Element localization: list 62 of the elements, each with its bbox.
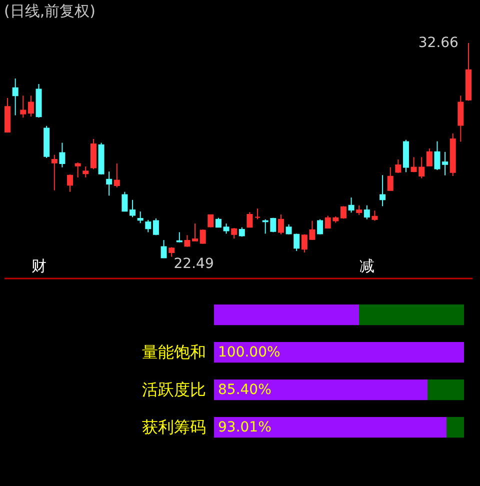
candlestick xyxy=(168,246,175,258)
candlestick xyxy=(106,171,112,196)
candlestick xyxy=(137,210,144,224)
data-label: 93.01% xyxy=(218,419,272,436)
candlestick xyxy=(51,154,58,191)
candlestick xyxy=(200,228,206,244)
candlestick xyxy=(254,208,261,220)
candlestick xyxy=(223,223,230,234)
candlestick xyxy=(130,199,136,218)
annotation: 32.66 xyxy=(418,35,459,51)
y-tick-label: 活跃度比 xyxy=(142,380,206,399)
candlestick xyxy=(340,206,346,220)
candlestick xyxy=(380,174,386,207)
candlestick xyxy=(294,233,300,252)
annotation: 减 xyxy=(359,257,374,275)
candlestick xyxy=(12,78,18,116)
candlestick xyxy=(458,95,464,142)
candlestick xyxy=(278,214,284,235)
data-label: 100.00% xyxy=(218,344,280,360)
candlestick xyxy=(231,227,238,240)
candlestick xyxy=(286,224,292,235)
candlestick xyxy=(28,95,34,118)
candlestick xyxy=(192,223,198,242)
candlestick xyxy=(59,142,66,168)
annotation: 22.49 xyxy=(174,256,214,272)
candlestick xyxy=(434,140,440,171)
data-label: 85.40% xyxy=(218,382,272,398)
bar xyxy=(359,304,464,326)
chart-title: (日线,前复权) xyxy=(4,2,96,20)
annotation: 财 xyxy=(31,257,46,275)
candlestick xyxy=(317,218,324,235)
bar xyxy=(214,416,447,438)
candlestick xyxy=(442,151,448,176)
candlestick xyxy=(426,148,432,166)
candlestick xyxy=(122,191,128,212)
candlestick xyxy=(387,166,394,191)
y-tick-label: 获利筹码 xyxy=(142,417,206,436)
bar xyxy=(428,379,464,400)
bar xyxy=(214,379,428,400)
candlestick xyxy=(395,158,402,174)
candlestick xyxy=(114,163,120,188)
candlestick xyxy=(356,204,362,216)
y-tick-label: 量能饱和 xyxy=(142,342,206,362)
candlestick xyxy=(215,217,222,228)
candlestick xyxy=(246,212,253,228)
candlestick xyxy=(82,166,89,178)
candlestick xyxy=(160,240,167,258)
candlestick xyxy=(20,95,26,118)
candlestick xyxy=(145,219,152,233)
candlestick xyxy=(348,197,354,214)
candlestick xyxy=(208,214,214,228)
candlestick xyxy=(184,234,190,248)
candlestick xyxy=(90,138,96,170)
candlestick xyxy=(372,210,378,222)
candlestick xyxy=(74,162,81,178)
bar xyxy=(214,304,359,326)
candlestick xyxy=(364,204,370,220)
candlestick xyxy=(67,174,74,192)
candlestick xyxy=(152,218,159,236)
bar xyxy=(214,342,464,363)
bar xyxy=(446,416,464,438)
candlestick xyxy=(176,232,182,243)
